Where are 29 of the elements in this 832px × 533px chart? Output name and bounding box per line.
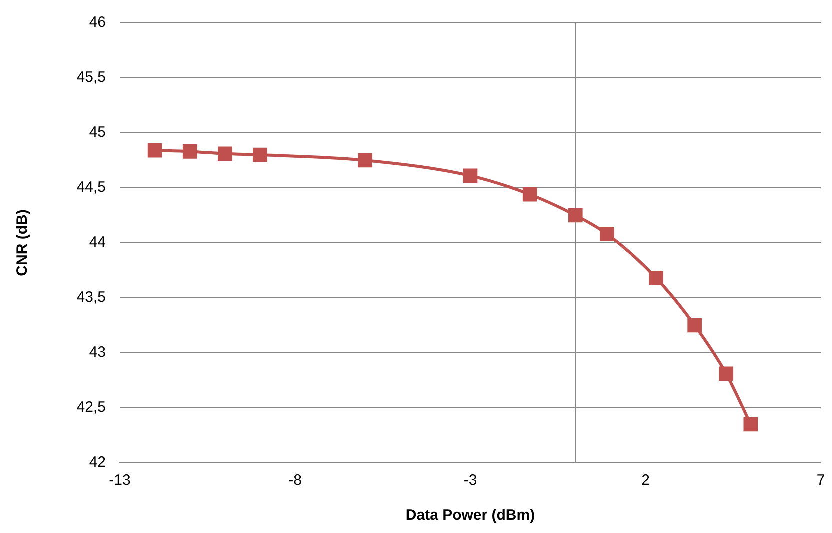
y-axis-title: CNR (dB) [14, 210, 32, 276]
y-tick-label: 42 [89, 454, 106, 472]
x-tick-label: -8 [288, 472, 302, 490]
x-tick-label: 2 [642, 472, 650, 490]
point [358, 153, 373, 168]
x-tick-label: -13 [109, 472, 131, 490]
point [218, 146, 232, 162]
y-tick-label: 45,5 [76, 69, 106, 86]
point [463, 168, 478, 184]
x-axis-title: Data Power (dBm) [406, 507, 536, 524]
y-tick-label: 45 [89, 124, 106, 142]
point [253, 148, 268, 162]
y-tick-label: 43 [89, 344, 106, 362]
y-tick-label: 44,5 [76, 179, 106, 196]
point [148, 143, 162, 158]
point [522, 187, 538, 202]
point [568, 208, 583, 223]
point [600, 227, 614, 242]
point [182, 144, 198, 159]
point [719, 366, 734, 382]
y-tick-label: 44 [89, 234, 106, 252]
point [649, 271, 664, 286]
x-tick-label: 7 [816, 472, 826, 490]
point [744, 417, 758, 432]
y-tick-label: 42,5 [76, 399, 106, 416]
point [688, 318, 702, 333]
y-tick-label: 43,5 [76, 289, 106, 306]
y-tick-label: 46 [89, 14, 106, 32]
x-tick-label: -3 [464, 472, 478, 490]
